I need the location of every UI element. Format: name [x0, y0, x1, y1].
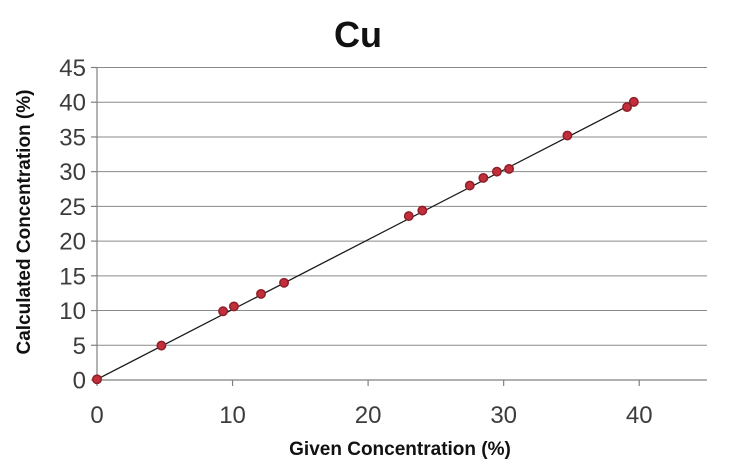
y-tick-label: 20 — [59, 229, 86, 256]
data-point — [464, 180, 475, 191]
data-point — [218, 306, 229, 317]
y-tick-label: 35 — [59, 124, 86, 151]
data-point — [417, 205, 428, 216]
data-point — [478, 172, 489, 183]
data-point — [628, 96, 639, 107]
data-point — [92, 374, 102, 385]
data-point — [256, 288, 266, 299]
y-tick-label: 40 — [59, 90, 86, 117]
x-axis-title: Given Concentration (%) — [289, 439, 511, 460]
y-tick-label: 5 — [73, 333, 86, 360]
data-point — [504, 163, 515, 174]
data-point — [403, 211, 414, 222]
x-tick-label: 30 — [490, 402, 517, 429]
y-tick-label: 15 — [59, 263, 86, 290]
x-tick-label: 40 — [626, 402, 653, 429]
y-tick-label: 30 — [59, 159, 86, 186]
x-tick-label: 10 — [219, 402, 246, 429]
y-tick-label: 25 — [59, 194, 86, 221]
data-point — [279, 277, 290, 288]
data-point — [228, 301, 239, 312]
data-point — [156, 340, 167, 351]
x-tick-label: 20 — [355, 402, 382, 429]
data-point — [622, 102, 632, 113]
y-tick-label: 45 — [59, 55, 86, 82]
x-tick-label: 0 — [90, 402, 103, 429]
trend-line — [96, 102, 635, 380]
data-point — [562, 130, 573, 141]
y-tick-label: 0 — [73, 368, 86, 395]
chart-title: Cu — [334, 14, 382, 55]
data-point — [491, 166, 502, 177]
y-tick-label: 10 — [59, 298, 86, 325]
